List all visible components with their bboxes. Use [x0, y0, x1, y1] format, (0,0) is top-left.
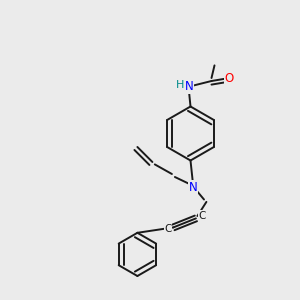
Text: N: N: [188, 181, 197, 194]
Text: O: O: [225, 72, 234, 85]
Text: H: H: [176, 80, 184, 90]
Text: C: C: [199, 211, 206, 221]
Text: C: C: [164, 224, 172, 234]
Text: N: N: [184, 80, 194, 94]
